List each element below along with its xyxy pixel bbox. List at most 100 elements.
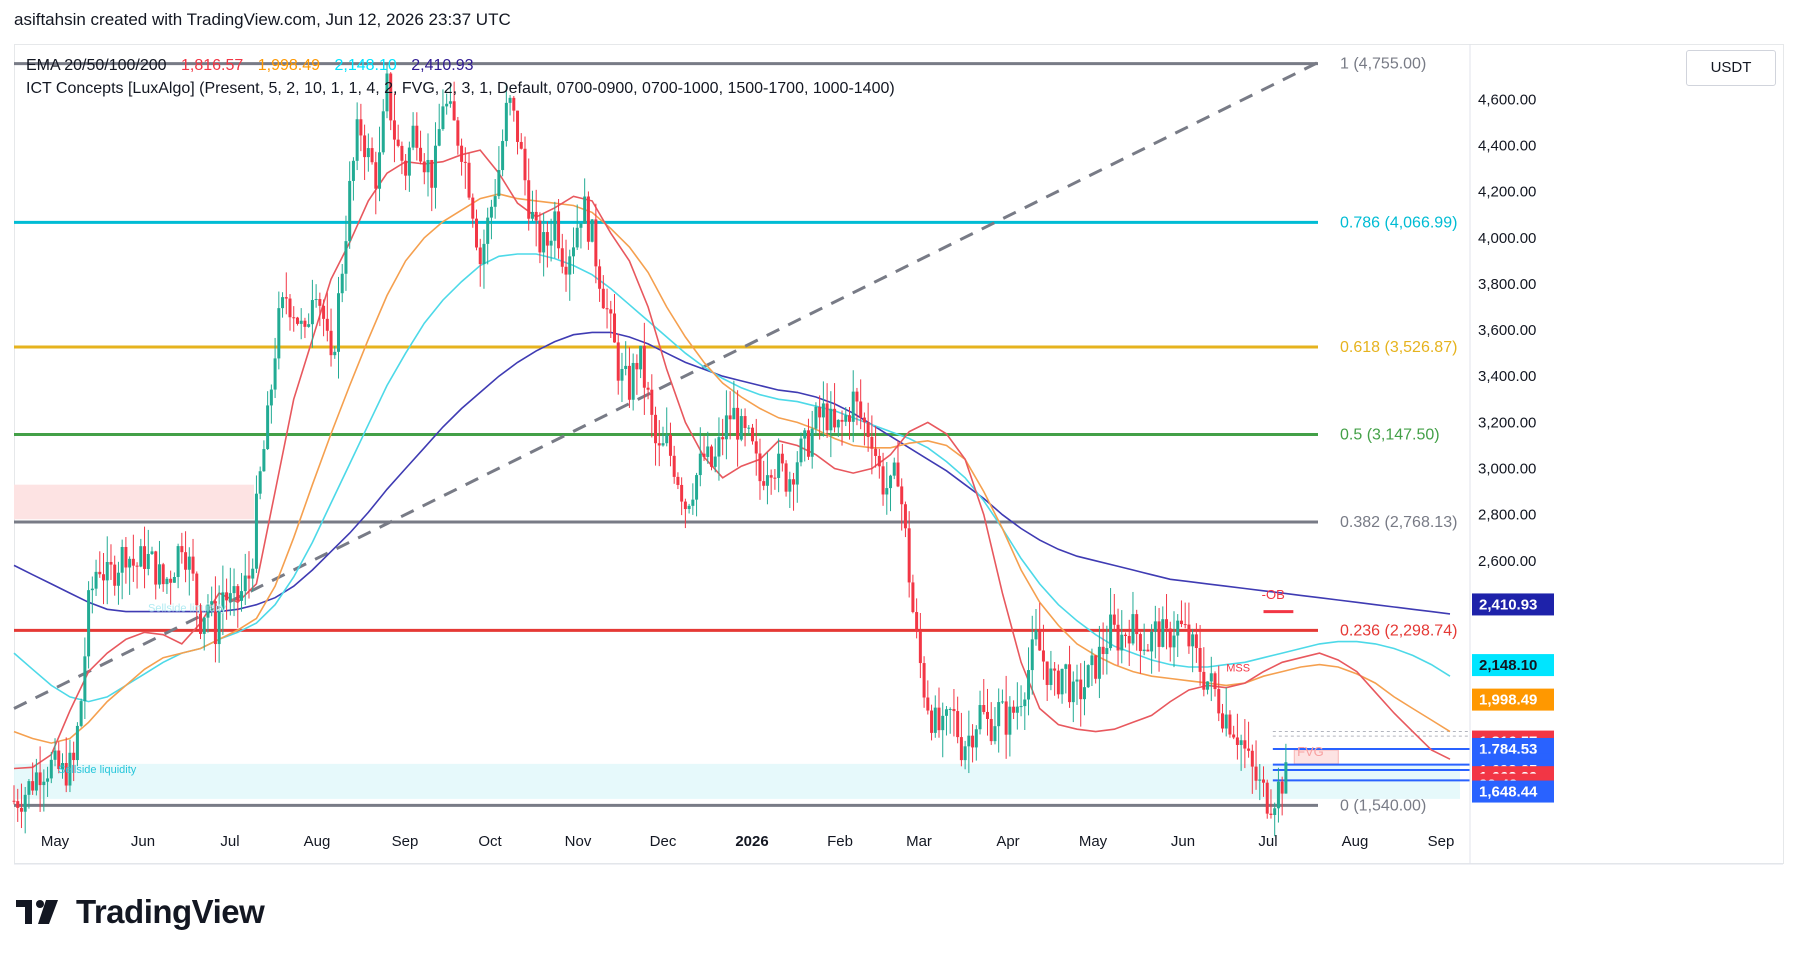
- candle-body: [262, 449, 266, 472]
- candle-body: [299, 320, 303, 324]
- candle-body: [668, 434, 672, 456]
- candle-body: [803, 430, 807, 439]
- candle-body: [1232, 734, 1236, 738]
- candle-body: [1135, 614, 1139, 635]
- candle-body: [762, 481, 766, 486]
- candle-body: [959, 737, 963, 761]
- price-chart[interactable]: 1 (4,755.00) 0.786 (4,066.99) 0.618 (3,526…: [0, 0, 1793, 880]
- candle-body: [922, 663, 926, 698]
- candle-body: [683, 501, 687, 510]
- candle-body: [374, 162, 378, 189]
- candle-body: [128, 558, 132, 568]
- candle-body: [176, 546, 180, 578]
- candle-body: [307, 324, 311, 327]
- candle-body: [1194, 634, 1198, 649]
- candle-body: [698, 453, 702, 476]
- candle-body: [571, 247, 575, 257]
- candle-body: [795, 462, 799, 485]
- candle-body: [1105, 648, 1109, 655]
- candle-body: [1041, 650, 1045, 662]
- ema-legend-row[interactable]: EMA 20/50/100/200 1,816.57 1,998.49 2,14…: [26, 54, 895, 77]
- indicator-legend[interactable]: EMA 20/50/100/200 1,816.57 1,998.49 2,14…: [26, 54, 895, 100]
- x-tick-label: Jul: [1258, 833, 1277, 850]
- candle-body: [180, 546, 184, 553]
- candle-body: [389, 73, 393, 121]
- candle-body: [113, 564, 117, 586]
- candle-body: [821, 403, 825, 418]
- candle-body: [392, 120, 396, 140]
- candle-body: [247, 575, 251, 579]
- candle-body: [329, 330, 333, 356]
- candle-body: [1082, 687, 1086, 700]
- candle-body: [489, 206, 493, 218]
- candle-body: [575, 227, 579, 248]
- candle-body: [448, 101, 452, 104]
- candle-body: [184, 552, 188, 570]
- candle-body: [1127, 635, 1131, 644]
- candle-body: [1060, 668, 1064, 695]
- candle-body: [676, 476, 680, 485]
- candle-body: [445, 103, 449, 107]
- candle-body: [549, 240, 553, 246]
- candle-body: [53, 750, 57, 760]
- candle-body: [915, 612, 919, 632]
- ema200-value: 2,410.93: [411, 57, 474, 74]
- candle-body: [1250, 750, 1254, 767]
- candle-body: [1191, 634, 1195, 647]
- x-tick-label: May: [1079, 833, 1108, 850]
- candle-body: [240, 591, 244, 601]
- candle-body: [616, 342, 620, 381]
- candle-body: [825, 403, 829, 431]
- candle-body: [1090, 655, 1094, 666]
- y-tick-label: 2,800.00: [1478, 507, 1536, 524]
- candle-body: [172, 577, 176, 583]
- candle-body: [654, 414, 658, 444]
- candle-body: [743, 416, 747, 428]
- sellside-liquidity-zone-top: [14, 484, 254, 520]
- candle-body: [948, 708, 952, 710]
- candle-body: [471, 197, 475, 219]
- candle-body: [1146, 649, 1150, 652]
- candle-body: [426, 159, 430, 173]
- candle-body: [918, 631, 922, 664]
- candle-body: [206, 604, 210, 618]
- candle-body: [281, 297, 285, 309]
- candle-body: [564, 266, 568, 275]
- candle-body: [378, 152, 382, 189]
- candle-body: [467, 162, 471, 198]
- candle-body: [1023, 699, 1027, 707]
- candle-body: [810, 428, 814, 457]
- candle-body: [874, 448, 878, 456]
- candle-body: [16, 801, 20, 808]
- candle-body: [985, 711, 989, 719]
- candle-body: [363, 135, 367, 158]
- candle-body: [758, 453, 762, 482]
- candle-body: [903, 504, 907, 529]
- currency-unit-button[interactable]: USDT: [1686, 50, 1776, 86]
- candle-body: [482, 243, 486, 265]
- mss-label: MSS: [1226, 663, 1250, 675]
- candle-body: [624, 365, 628, 370]
- candle-body: [1187, 624, 1191, 647]
- candle-body: [639, 345, 643, 370]
- candle-body: [366, 148, 370, 158]
- candle-body: [847, 415, 851, 422]
- candle-body: [1112, 614, 1116, 625]
- candle-body: [1097, 646, 1101, 679]
- candle-body: [169, 578, 173, 583]
- candle-body: [773, 477, 777, 479]
- ema20-line: [13, 149, 1451, 770]
- candle-body: [19, 807, 23, 812]
- fib-level-label: 0.786 (4,066.99): [1340, 214, 1457, 231]
- x-tick-label: 2026: [735, 833, 768, 850]
- candle-body: [751, 427, 755, 442]
- candle-body: [870, 436, 874, 449]
- candle-body: [1247, 748, 1251, 751]
- candle-body: [217, 610, 221, 645]
- x-tick-label: Oct: [478, 833, 502, 850]
- candle-body: [98, 571, 102, 575]
- candle-body: [512, 97, 516, 111]
- candle-body: [23, 794, 27, 812]
- candle-body: [1004, 701, 1008, 735]
- candle-body: [609, 309, 613, 314]
